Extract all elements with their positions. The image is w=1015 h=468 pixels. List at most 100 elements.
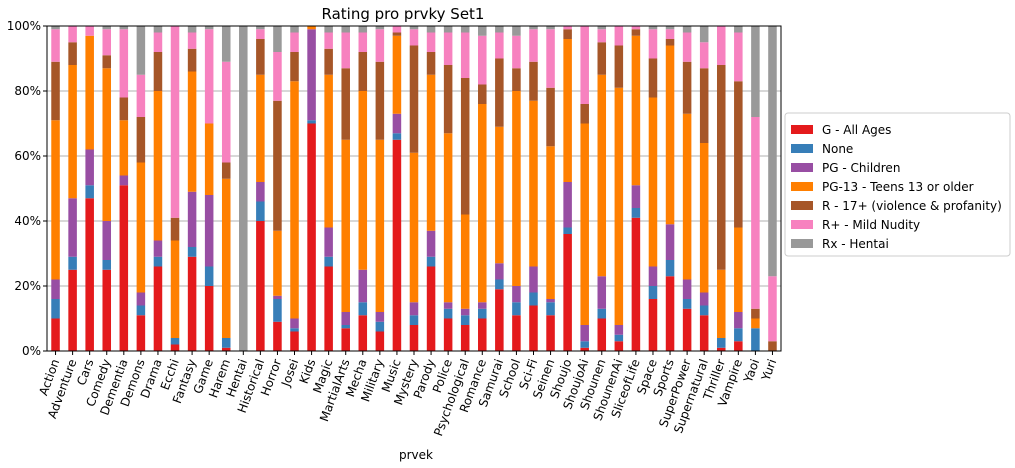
bar-segment <box>512 315 521 351</box>
bar-segment <box>478 35 487 85</box>
bar-segment <box>409 152 419 303</box>
bar-segment <box>256 39 265 75</box>
bar-segment <box>102 269 112 351</box>
bar-segment <box>341 32 350 69</box>
bar-segment <box>153 52 163 91</box>
bar-segment <box>768 276 777 342</box>
bar-segment <box>409 26 419 30</box>
bar-segment <box>170 26 180 218</box>
bar-segment <box>478 104 487 303</box>
bar-segment <box>136 74 146 117</box>
bar-segment <box>51 120 60 280</box>
bar-segment <box>102 55 112 69</box>
y-tick-label: 40% <box>14 214 41 228</box>
bar-segment <box>136 117 146 163</box>
bar-segment <box>478 318 487 351</box>
bar-segment <box>512 91 521 286</box>
bar-segment <box>597 276 607 309</box>
bar-segment <box>716 338 726 348</box>
bar-segment <box>409 325 419 351</box>
legend-swatch <box>791 220 813 229</box>
bar-segment <box>734 341 743 351</box>
bar-segment <box>153 32 163 52</box>
bar-segment <box>699 68 709 143</box>
bar-segment <box>751 308 760 319</box>
bar-segment <box>392 35 402 114</box>
bar-segment <box>580 325 589 342</box>
bar-segment <box>443 308 453 319</box>
bar-segment <box>460 32 470 78</box>
bar-segment <box>580 341 589 348</box>
bar-segment <box>358 91 368 270</box>
bar-segment <box>221 338 231 348</box>
bar-segment <box>290 26 299 33</box>
bar-segment <box>187 26 197 33</box>
x-axis-label: prvek <box>399 448 433 462</box>
bar-segment <box>614 26 624 46</box>
bar-segment <box>716 269 726 338</box>
bar-segment <box>734 32 743 82</box>
bar-segment <box>358 269 368 303</box>
bar-segment <box>392 32 402 36</box>
bar-segment <box>631 35 641 186</box>
bar-segment <box>597 308 607 319</box>
bar-segment <box>290 52 299 82</box>
bar-segment <box>443 302 453 309</box>
bar-segment <box>751 26 760 117</box>
bar-segment <box>751 117 760 309</box>
legend-label: None <box>822 142 853 156</box>
bar-segment <box>699 315 709 351</box>
bar-segment <box>375 331 385 351</box>
bar-segment <box>221 347 231 351</box>
bar-segment <box>204 286 214 351</box>
bar-segment <box>495 26 504 33</box>
bar-segment <box>529 100 538 267</box>
bar-segment <box>119 185 129 351</box>
bar-segment <box>290 32 299 52</box>
bar-segment <box>375 312 385 322</box>
bar-segment <box>273 321 282 351</box>
bar-segment <box>460 325 470 351</box>
bar-segment <box>324 256 333 267</box>
bar-segment <box>68 256 77 270</box>
bar-segment <box>136 292 146 306</box>
bar-segment <box>102 29 112 56</box>
bar-segment <box>682 299 692 309</box>
bar-segment <box>153 91 163 241</box>
bar-segment <box>699 143 709 293</box>
bar-segment <box>51 299 60 319</box>
bar-segment <box>358 32 368 52</box>
bar-segment <box>204 29 214 124</box>
bar-segment <box>512 26 521 36</box>
bar-segment <box>529 26 538 30</box>
bar-segment <box>460 26 470 33</box>
bar-segment <box>136 26 146 75</box>
bar-segment <box>682 113 692 280</box>
bar-segment <box>187 32 197 49</box>
bar-segment <box>563 182 572 228</box>
bar-segment <box>443 26 453 33</box>
bar-segment <box>716 65 726 270</box>
bar-segment <box>580 123 589 325</box>
bar-segment <box>341 328 350 351</box>
bar-segment <box>682 61 692 114</box>
bar-segment <box>648 29 658 59</box>
bar-segment <box>341 26 350 33</box>
bar-segment <box>699 42 709 69</box>
bar-segment <box>665 29 675 39</box>
bar-segment <box>68 65 77 199</box>
bar-segment <box>119 26 129 30</box>
bar-segment <box>375 26 385 30</box>
bar-segment <box>563 29 572 39</box>
bar-segment <box>631 217 641 351</box>
bar-segment <box>119 97 129 121</box>
bar-segment <box>614 334 624 342</box>
bar-segment <box>136 305 146 316</box>
bar-segment <box>187 247 197 257</box>
bar-segment <box>460 78 470 215</box>
bar-segment <box>426 256 436 267</box>
bar-segment <box>426 266 436 351</box>
bar-segment <box>426 52 436 75</box>
bar-segment <box>563 227 572 234</box>
bar-segment <box>68 198 77 257</box>
